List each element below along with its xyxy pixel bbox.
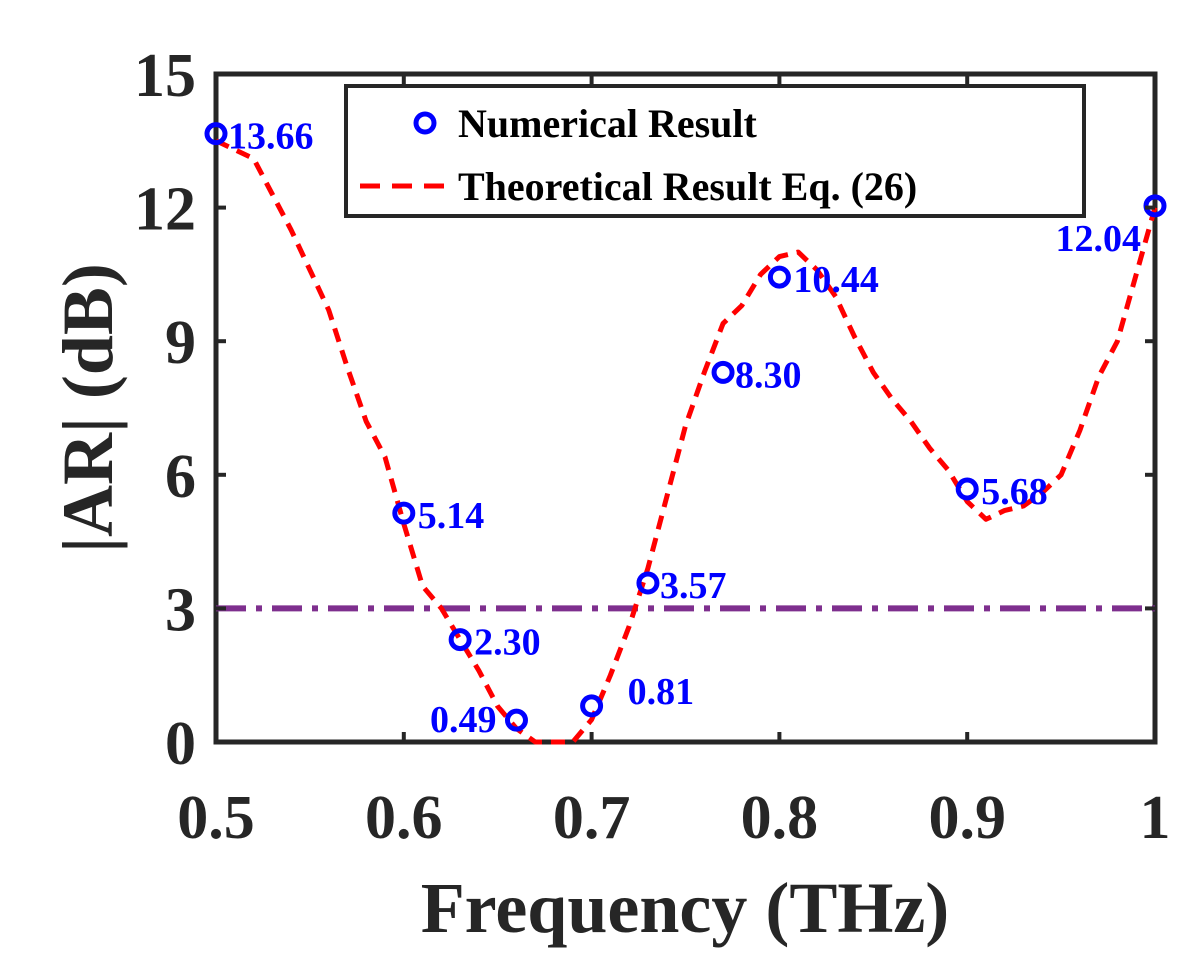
x-tick-label: 0.6 [365,784,443,852]
y-tick-label: 15 [134,42,196,110]
data-label: 2.30 [474,622,541,664]
y-tick-label: 12 [134,176,196,244]
data-label: 8.30 [735,354,802,396]
x-axis-title: Frequency (THz) [421,868,950,948]
y-tick-label: 9 [165,309,196,377]
y-tick-label: 3 [165,576,196,644]
data-label: 13.66 [228,116,314,158]
numerical-point [955,477,979,501]
data-label: 10.44 [793,259,879,301]
numerical-point [636,571,660,595]
data-label: 0.49 [430,699,497,741]
y-tick-label: 0 [165,710,196,778]
data-label: 12.04 [1056,218,1142,260]
y-tick-label: 6 [165,443,196,511]
data-label: 5.68 [981,471,1047,513]
x-tick-label: 0.9 [928,784,1006,852]
data-label: 5.14 [418,495,485,537]
data-label: 3.57 [660,565,727,607]
x-tick-label: 0.8 [741,784,819,852]
numerical-point [580,694,604,718]
plot-area-frame [213,71,1158,745]
data-label: 0.81 [628,671,695,713]
legend-label-theoretical: Theoretical Result Eq. (26) [458,164,917,209]
legend: Numerical Result Theoretical Result Eq. … [344,84,1086,218]
numerical-point [392,501,416,525]
legend-marker-icon [413,111,437,135]
x-tick-label: 0.7 [553,784,631,852]
y-axis-title: |AR| (dB) [48,263,128,553]
theoretical-series-line [214,138,1158,745]
legend-box [344,84,1086,218]
numerical-point [711,360,735,384]
numerical-point [448,628,472,652]
numerical-point [504,708,528,732]
numerical-point [204,122,228,146]
x-tick-label: 0.5 [177,784,255,852]
x-tick-label: 1 [1140,784,1171,852]
legend-label-numerical: Numerical Result [458,101,758,146]
numerical-point [767,265,791,289]
